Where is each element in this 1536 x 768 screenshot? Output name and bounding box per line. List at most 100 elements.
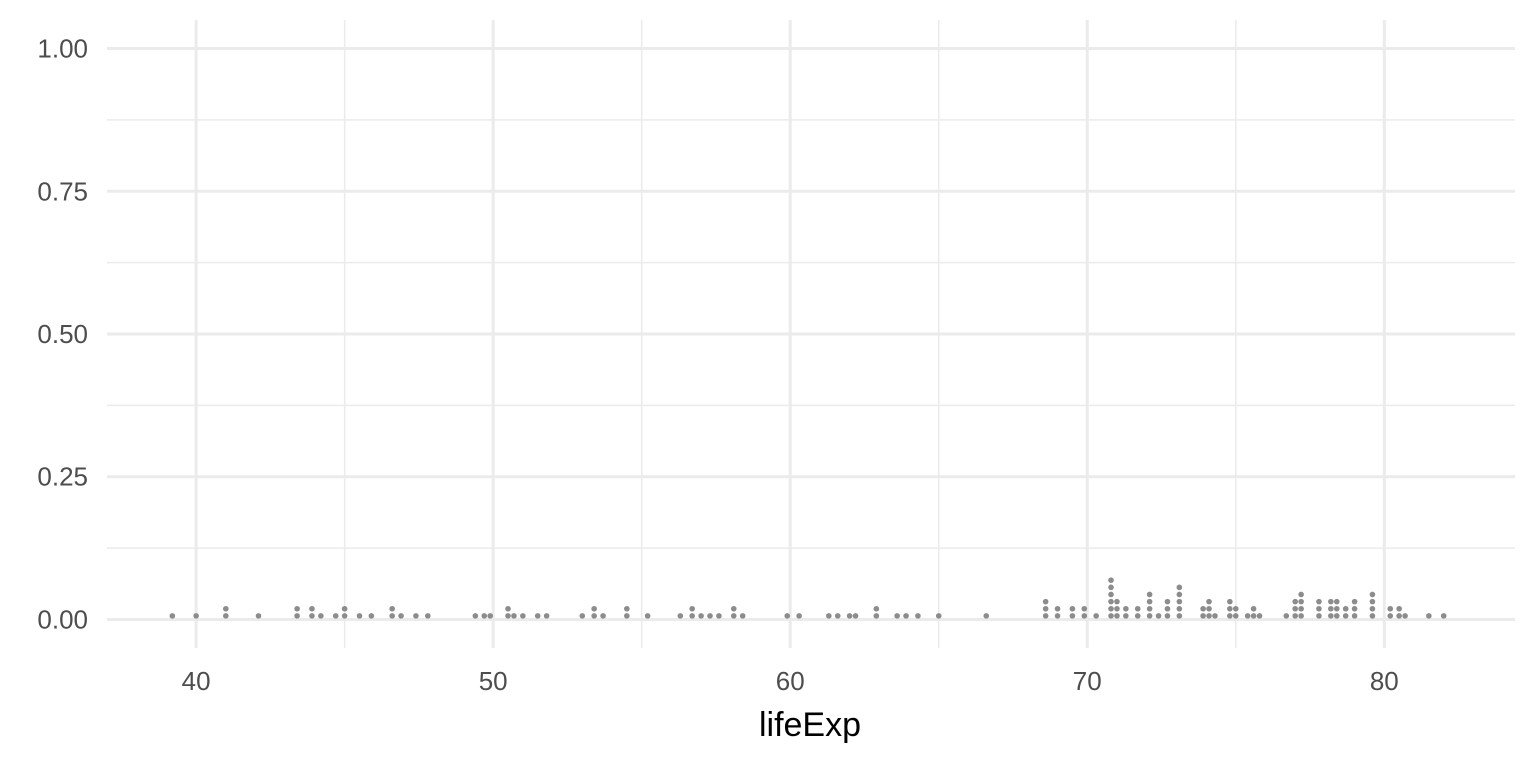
- data-point: [1114, 598, 1120, 605]
- data-point: [1369, 613, 1376, 619]
- data-point: [903, 613, 909, 619]
- data-point: [1206, 605, 1212, 612]
- data-point: [707, 613, 713, 619]
- data-point: [1108, 605, 1114, 612]
- data-point: [1250, 613, 1257, 619]
- data-point: [1114, 605, 1120, 612]
- data-point: [1164, 598, 1171, 605]
- y-tick-label: 0.00: [37, 604, 88, 634]
- data-point: [1232, 605, 1239, 612]
- data-point: [1212, 613, 1218, 619]
- data-point: [1200, 605, 1206, 612]
- data-point: [1108, 577, 1114, 584]
- y-axis-tick-labels: 0.00 0.25 0.50 0.75 1.00: [37, 34, 88, 635]
- data-point: [1176, 598, 1183, 605]
- data-point: [600, 613, 606, 619]
- data-point: [894, 613, 900, 619]
- data-point: [1146, 605, 1153, 612]
- x-axis-title: lifeExp: [759, 706, 861, 744]
- x-tick-label: 80: [1370, 666, 1399, 696]
- data-point: [1093, 613, 1099, 619]
- data-point: [341, 613, 348, 619]
- data-point: [624, 613, 630, 619]
- data-point: [368, 613, 375, 619]
- data-point: [520, 613, 526, 619]
- data-point: [1042, 613, 1049, 619]
- data-point: [505, 605, 511, 612]
- data-point: [873, 605, 880, 612]
- data-point: [1081, 605, 1088, 612]
- data-point: [1164, 613, 1171, 619]
- data-point: [846, 613, 853, 619]
- data-point: [1054, 613, 1061, 619]
- data-point: [481, 613, 488, 619]
- data-point: [730, 605, 737, 612]
- data-point: [1108, 613, 1114, 619]
- data-point: [1440, 613, 1447, 619]
- data-point: [1108, 598, 1114, 605]
- data-point: [1146, 613, 1153, 619]
- data-point: [1256, 613, 1263, 619]
- data-point: [983, 613, 990, 619]
- y-tick-label: 0.25: [37, 462, 88, 492]
- grid-lines: [107, 20, 1515, 648]
- data-point: [1123, 605, 1129, 612]
- data-point: [1134, 605, 1141, 612]
- data-point: [1054, 605, 1061, 612]
- data-point: [1351, 613, 1358, 619]
- data-point: [1227, 598, 1233, 605]
- data-point: [1328, 613, 1334, 619]
- data-point: [677, 613, 684, 619]
- data-point: [935, 613, 942, 619]
- data-point: [1333, 605, 1340, 612]
- data-point: [1316, 598, 1322, 605]
- data-point: [1123, 613, 1129, 619]
- data-point: [826, 613, 832, 619]
- data-point: [1176, 605, 1183, 612]
- y-tick-label: 1.00: [37, 34, 88, 64]
- data-point: [1114, 613, 1120, 619]
- data-point: [915, 613, 921, 619]
- data-point: [1164, 605, 1171, 612]
- data-point: [398, 613, 404, 619]
- data-point: [1369, 598, 1376, 605]
- y-tick-label: 0.50: [37, 319, 88, 349]
- data-point: [1206, 613, 1212, 619]
- data-point: [1227, 613, 1233, 619]
- x-tick-label: 60: [776, 666, 805, 696]
- x-tick-label: 40: [182, 666, 211, 696]
- data-point: [1176, 613, 1183, 619]
- data-point: [543, 613, 550, 619]
- data-point: [1316, 605, 1322, 612]
- data-point: [689, 613, 695, 619]
- data-point: [1283, 613, 1290, 619]
- data-point: [193, 613, 199, 619]
- data-point: [309, 605, 315, 612]
- data-point: [624, 605, 630, 612]
- data-point: [1292, 605, 1298, 612]
- data-point: [579, 613, 586, 619]
- data-point: [1316, 613, 1322, 619]
- data-point: [511, 613, 517, 619]
- x-axis-tick-labels: 40 50 60 70 80: [182, 666, 1399, 696]
- data-point: [1146, 598, 1153, 605]
- data-point: [1369, 591, 1376, 598]
- data-point: [169, 613, 176, 619]
- data-point: [1042, 598, 1049, 605]
- data-point: [389, 605, 395, 612]
- data-point: [1387, 605, 1394, 612]
- data-point: [1333, 613, 1340, 619]
- data-point: [873, 613, 880, 619]
- data-point: [1387, 613, 1394, 619]
- data-point: [852, 613, 859, 619]
- data-point: [1227, 605, 1233, 612]
- data-point: [1244, 613, 1251, 619]
- data-point: [1206, 598, 1212, 605]
- data-point: [739, 613, 746, 619]
- data-point: [425, 613, 431, 619]
- data-point: [1292, 598, 1298, 605]
- data-point: [1069, 613, 1076, 619]
- data-point: [1333, 598, 1340, 605]
- data-point: [534, 613, 541, 619]
- data-point: [255, 613, 262, 619]
